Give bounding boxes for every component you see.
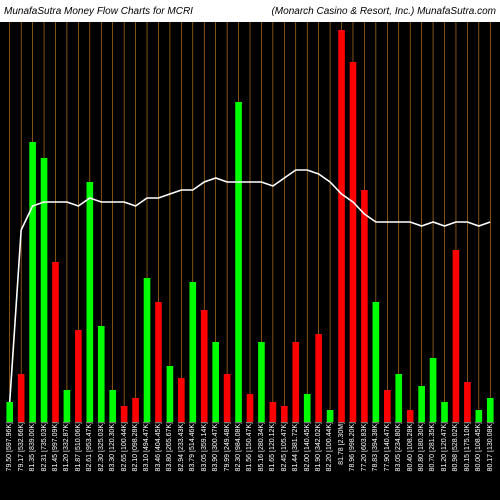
bar-label: 77.90 [140.47K] (381, 422, 392, 500)
bar-label: 80.15 [175.10K] (462, 422, 473, 500)
bar-label: 80.17 [130.08K] (484, 422, 495, 500)
bar-label: 82.94 [233.43K] (176, 422, 187, 500)
bar-label: 83.10 [494.47K] (141, 422, 152, 500)
bar-label: 81.87 [510.06K] (73, 422, 84, 500)
bar-label: 82.45 [105.47K] (279, 422, 290, 500)
bar-label: 83.79 [514.46K] (187, 422, 198, 500)
bar-label: 81.35 [839.00K] (27, 422, 38, 500)
bar-label: 81.20 [120.47K] (439, 422, 450, 500)
bar-label: 82.65 [100.44K] (118, 422, 129, 500)
bar-label: 81.45 [997.09K] (50, 422, 61, 500)
bar-label: 81.78 [2.30M] (336, 422, 347, 500)
bar-label: 81.65 [120.12K] (267, 422, 278, 500)
bar-label: 82.10 [098.28K] (130, 422, 141, 500)
bar-label: 82.31 [735.03K] (38, 422, 49, 500)
bar-label: 82.61 [953.47K] (84, 422, 95, 500)
bar-label: 80.40 [108.28K] (404, 422, 415, 500)
bar-label: 78.96 [998.20K] (347, 422, 358, 500)
bar-label: 81.20 [332.87K] (61, 422, 72, 500)
bar-label: 80.70 [281.35K] (427, 422, 438, 500)
bar-label: 83.90 [300.47K] (210, 422, 221, 500)
bar-label: 83.05 [234.80K] (393, 422, 404, 500)
bar-label: 80.80 [180.30K] (416, 422, 427, 500)
bar-label: 82.00 [140.45K] (301, 422, 312, 500)
bar-label: 81.44 [381.72K] (290, 422, 301, 500)
chart-header: MunafaSutra Money Flow Charts for MCRI (… (0, 0, 500, 22)
bar-label: 83.30 [120.30K] (107, 422, 118, 500)
bar-label: 81.90 [342.02K] (313, 422, 324, 500)
chart-svg (0, 22, 500, 422)
x-labels-area: 79.50 [597.96K]79.17 [532.66K]81.35 [839… (0, 422, 500, 500)
bar-label: 77.20 [603.83K] (359, 422, 370, 500)
chart-container: MunafaSutra Money Flow Charts for MCRI (… (0, 0, 500, 500)
bar-label: 81.56 [150.47K] (244, 422, 255, 500)
bar-label: 83.80 [265.67K] (164, 422, 175, 500)
bar-label: 82.30 [325.03K] (96, 422, 107, 500)
bar-label: 79.17 [532.66K] (15, 422, 26, 500)
bar-label: 79.50 [597.96K] (4, 422, 15, 500)
bar-label: 80.00 [108.45K] (473, 422, 484, 500)
bar-label: 83.46 [404.45K] (153, 422, 164, 500)
chart-title-left: MunafaSutra Money Flow Charts for MCRI (4, 6, 193, 17)
bar-label: 78.83 [394.38K] (370, 422, 381, 500)
chart-title-right: (Monarch Casino & Resort, Inc.) MunafaSu… (271, 6, 496, 17)
bar-label: 79.99 [249.48K] (221, 422, 232, 500)
bar-label: 83.05 [359.14K] (198, 422, 209, 500)
bar-label: 82.20 [100.44K] (324, 422, 335, 500)
bar-label: 85.16 [280.34K] (256, 422, 267, 500)
bar-label: 82.30 [984.08K] (233, 422, 244, 500)
bar-label: 80.98 [528.02K] (450, 422, 461, 500)
